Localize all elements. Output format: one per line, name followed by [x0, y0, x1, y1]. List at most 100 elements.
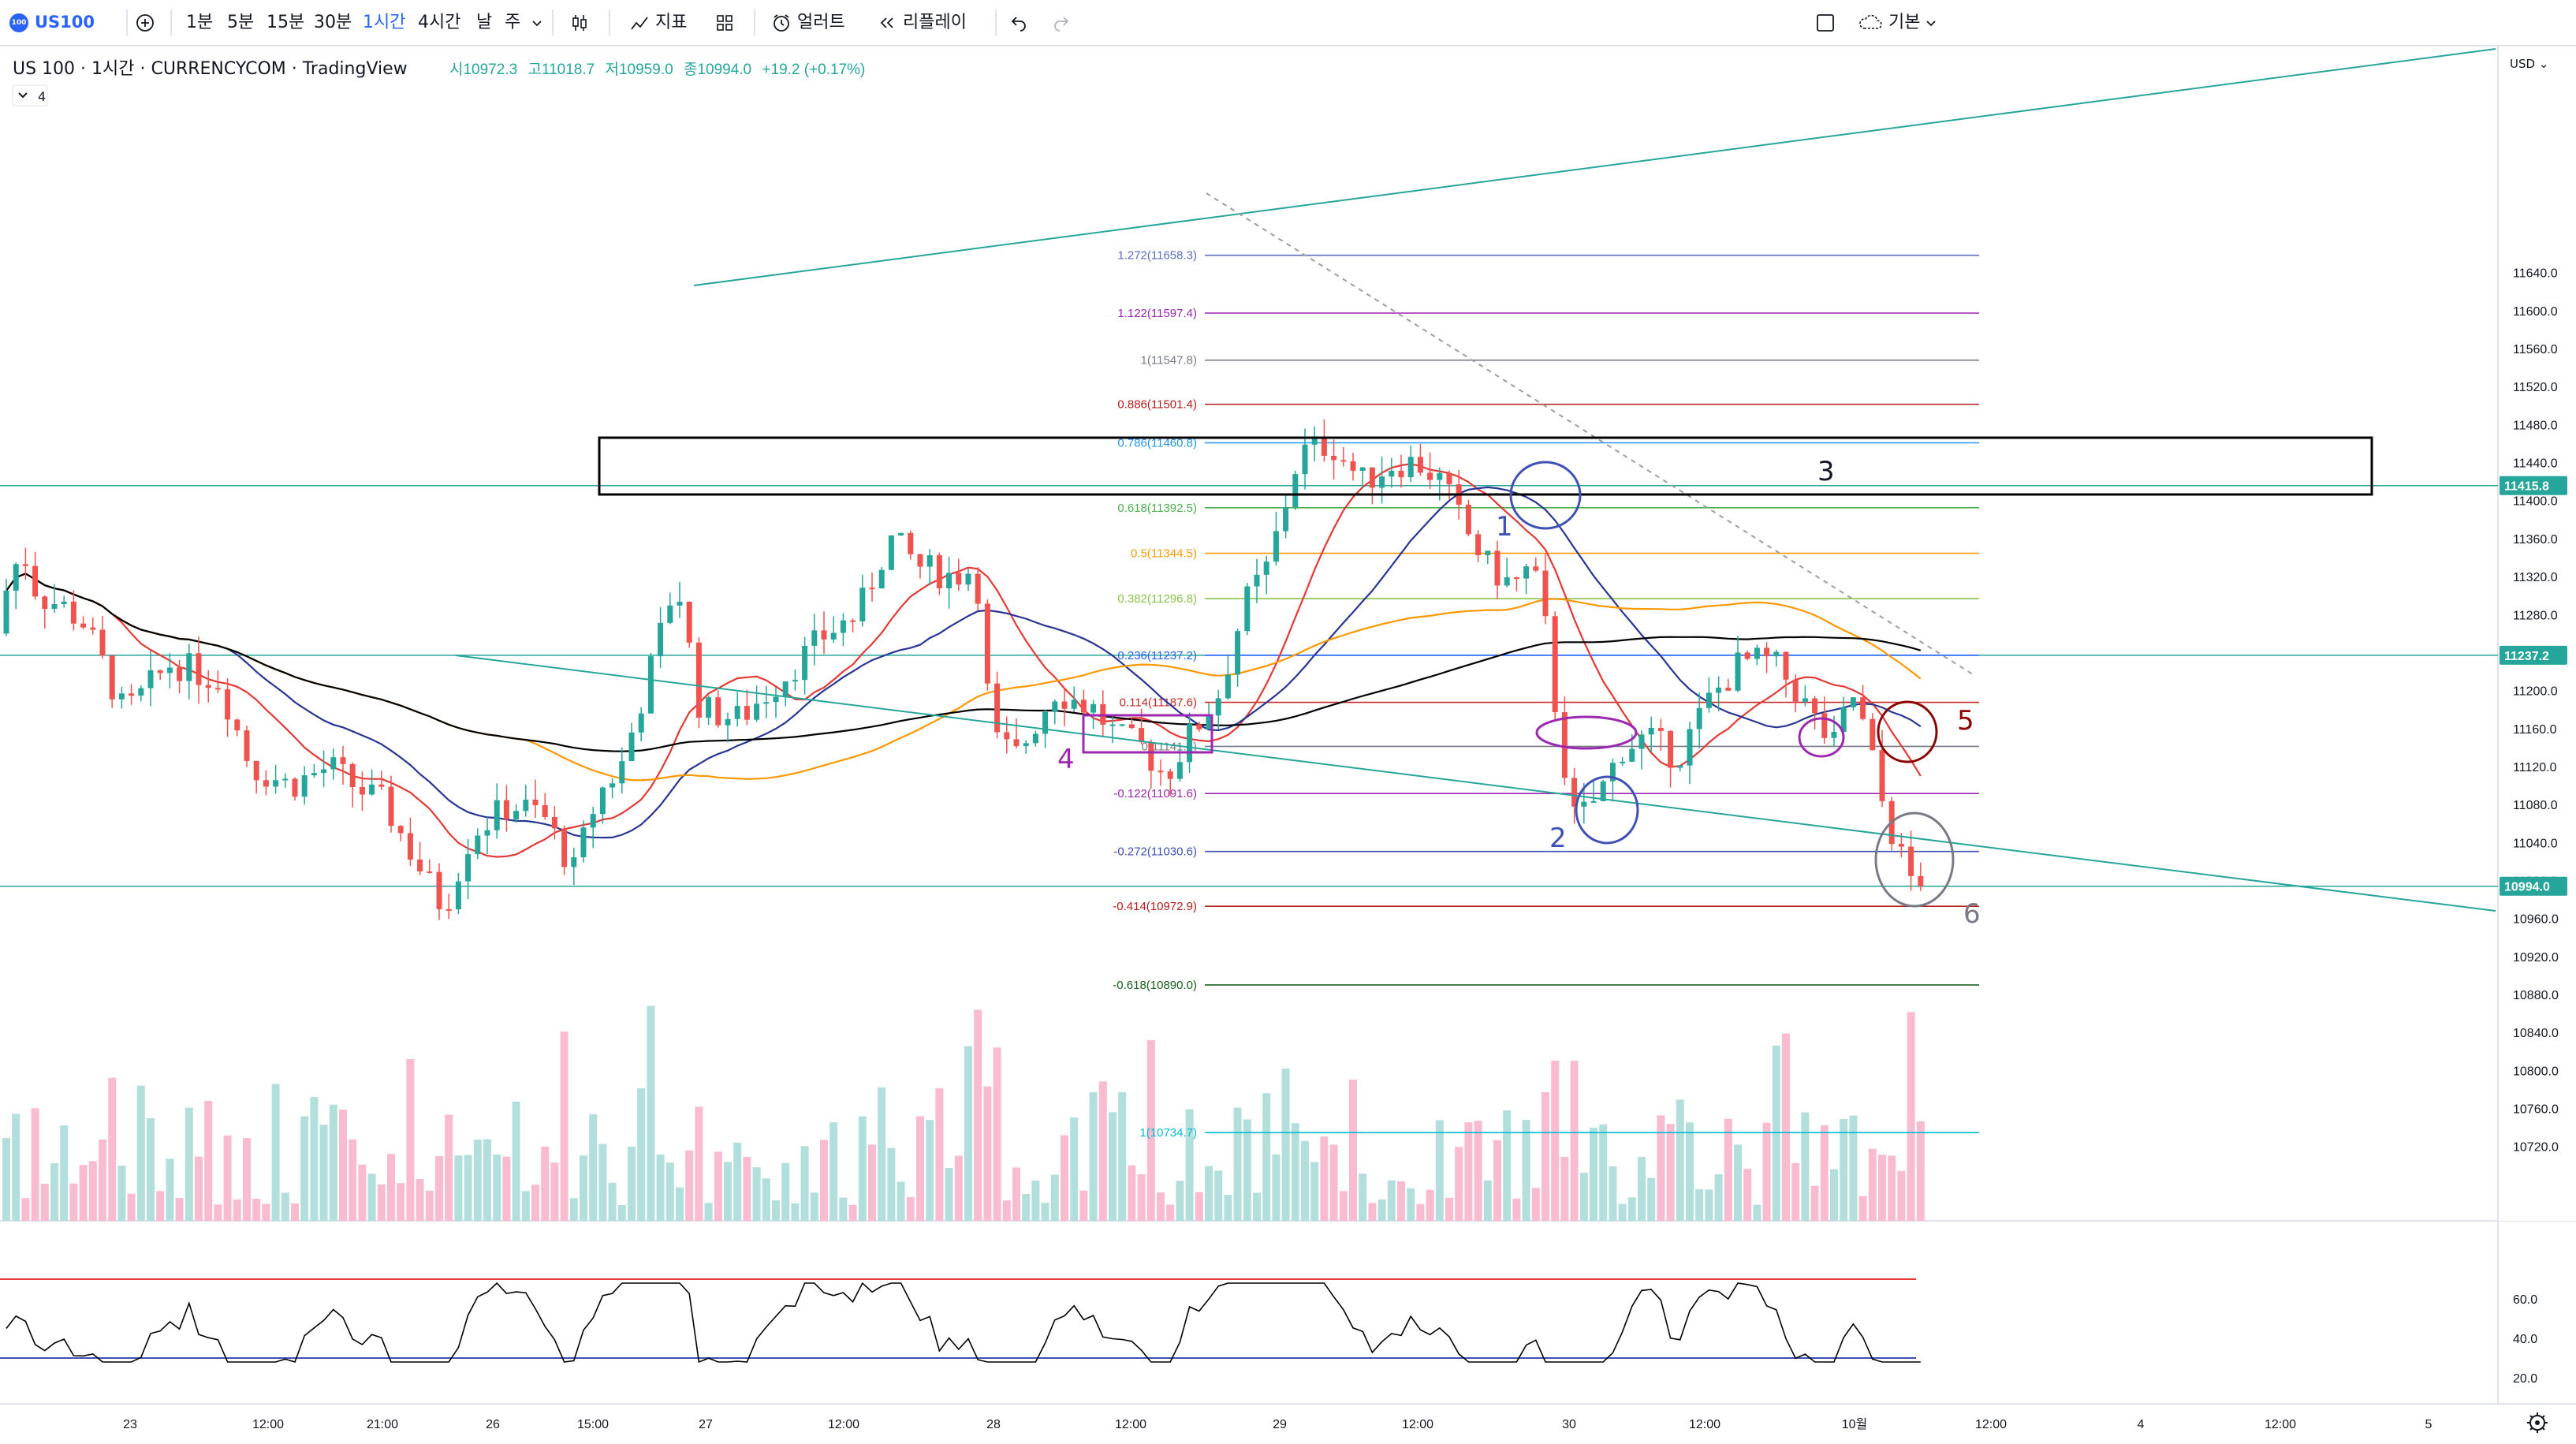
fib-level-label: 0.5(11344.5) — [1131, 547, 1197, 561]
volume-bar — [2, 1138, 10, 1221]
volume-bar — [1128, 1165, 1136, 1221]
interval-dropdown[interactable] — [531, 0, 542, 45]
time-axis[interactable]: 23 12:00 21:00 26 15:00 27 12:00 28 12:00 29 12:00… — [123, 1417, 2432, 1431]
interval-1w[interactable]: 주 — [505, 13, 521, 32]
circle-6[interactable] — [1874, 812, 1955, 908]
volume-bar — [1570, 1060, 1579, 1221]
interval-1m[interactable]: 1분 — [186, 13, 214, 32]
circle-1[interactable] — [1509, 461, 1582, 530]
candle-body — [1032, 733, 1038, 744]
layout-toggle-button[interactable] — [1815, 0, 1836, 45]
fib-label-box[interactable] — [1082, 714, 1213, 754]
price-tick-label: 11280.0 — [2513, 609, 2558, 622]
price-tick-label: 10760.0 — [2513, 1103, 2559, 1117]
volume-bar — [1560, 1156, 1569, 1221]
volume-bar — [521, 1191, 530, 1221]
candle-body — [1735, 652, 1741, 691]
indicators-button[interactable]: 지표 — [629, 0, 687, 45]
volume-bar — [983, 1086, 992, 1221]
interval-4h[interactable]: 4시간 — [418, 13, 461, 32]
volume-bar — [1233, 1107, 1242, 1221]
chart-type-button[interactable] — [569, 0, 590, 45]
resistance-zone-box[interactable] — [598, 436, 2373, 496]
square-icon — [1817, 14, 1834, 32]
circle-2[interactable] — [1575, 775, 1639, 845]
volume-bar — [60, 1125, 69, 1221]
candle-body — [1052, 701, 1058, 712]
candle-body — [1109, 724, 1116, 726]
currency-label[interactable]: USD ⌄ — [2510, 57, 2548, 71]
volume-bar — [935, 1088, 944, 1221]
channel-lower-line[interactable] — [455, 655, 2496, 912]
interval-15m[interactable]: 15분 — [267, 13, 305, 32]
chevron-down-icon — [532, 21, 542, 27]
candle-body — [494, 800, 500, 830]
price-tick-label: 10960.0 — [2513, 913, 2559, 927]
volume-bar — [1262, 1093, 1271, 1221]
drawings[interactable] — [455, 48, 2496, 912]
candle-body — [3, 591, 9, 634]
volume-bar — [1897, 1170, 1906, 1221]
channel-upper-line[interactable] — [693, 48, 2496, 286]
volume-bar — [762, 1178, 770, 1221]
replay-button[interactable]: 리플레이 — [877, 0, 967, 45]
candle-body — [1244, 586, 1251, 632]
alert-label: 얼러트 — [797, 13, 845, 32]
alert-button[interactable]: 얼러트 — [771, 0, 845, 45]
volume-bar — [1243, 1119, 1251, 1221]
candle-body — [1437, 472, 1443, 480]
templates-button[interactable] — [714, 0, 735, 45]
legend-high: 고11018.7 — [528, 62, 595, 78]
volume-bar — [166, 1159, 174, 1221]
volume-bar — [724, 1162, 732, 1221]
candle-body — [975, 573, 981, 604]
redo-button[interactable] — [1052, 0, 1071, 45]
volume-bar — [406, 1058, 415, 1221]
ellipse-2-low[interactable] — [1535, 715, 1638, 750]
price-chart[interactable]: 1.272(11658.3) 1.122(11597.4) 1(11547.8) 0.… — [0, 47, 2576, 1444]
compare-add-button[interactable] — [132, 0, 158, 45]
candle-body — [177, 667, 183, 681]
undo-button[interactable] — [1009, 0, 1028, 45]
candle-body — [1321, 437, 1327, 456]
candle-body — [1716, 687, 1722, 693]
candle-body — [1061, 701, 1068, 709]
candle-body — [561, 828, 568, 868]
interval-1d[interactable]: 날 — [476, 13, 493, 32]
volume-bar — [1098, 1081, 1107, 1221]
candle-body — [273, 780, 279, 787]
candle-body — [1235, 631, 1241, 675]
symbol-search-button[interactable]: US100 — [35, 13, 95, 32]
candle-body — [292, 778, 298, 797]
volume-bar — [50, 1162, 58, 1221]
interval-5m[interactable]: 5분 — [227, 13, 255, 32]
annotation-number: 3 — [1817, 456, 1835, 487]
fib-retracement[interactable]: 1.272(11658.3) 1.122(11597.4) 1(11547.8) 0.… — [0, 249, 2498, 1140]
volume-bar — [1464, 1122, 1473, 1221]
candle-body — [378, 784, 385, 787]
fib-level-label: -0.122(11091.6) — [1113, 787, 1197, 800]
candle-body — [1792, 679, 1799, 702]
interval-30m[interactable]: 30분 — [314, 13, 352, 32]
ellipse-purple-small[interactable] — [1798, 717, 1845, 758]
price-tick-label: 10720.0 — [2513, 1141, 2559, 1155]
fib-level-label: 1(10734.7) — [1139, 1126, 1197, 1140]
circle-5[interactable] — [1877, 700, 1938, 763]
candle-body — [1870, 718, 1876, 751]
interval-1h[interactable]: 1시간 — [363, 13, 406, 32]
candle-body — [244, 730, 250, 761]
time-tick-label: 15:00 — [577, 1418, 609, 1431]
price-axis[interactable]: USD ⌄ 11640.0 11600.0 11560.0 11520.0 11480.0… — [2499, 47, 2576, 1221]
legend-collapse-button[interactable] — [12, 84, 48, 106]
volume-bar — [1320, 1136, 1329, 1221]
time-tick-label: 12:00 — [1975, 1418, 2007, 1431]
candle-body — [1908, 846, 1914, 876]
settings-gear-icon[interactable] — [2527, 1412, 2548, 1433]
price-tick-label: 10840.0 — [2513, 1027, 2559, 1040]
candle-body — [1283, 507, 1289, 532]
symbol-logo[interactable]: 100 — [9, 13, 28, 32]
volume-bar — [656, 1154, 665, 1221]
candle-body — [1898, 844, 1904, 847]
candle-body — [214, 688, 221, 690]
layout-save-button[interactable]: 기본 — [1858, 0, 1937, 45]
